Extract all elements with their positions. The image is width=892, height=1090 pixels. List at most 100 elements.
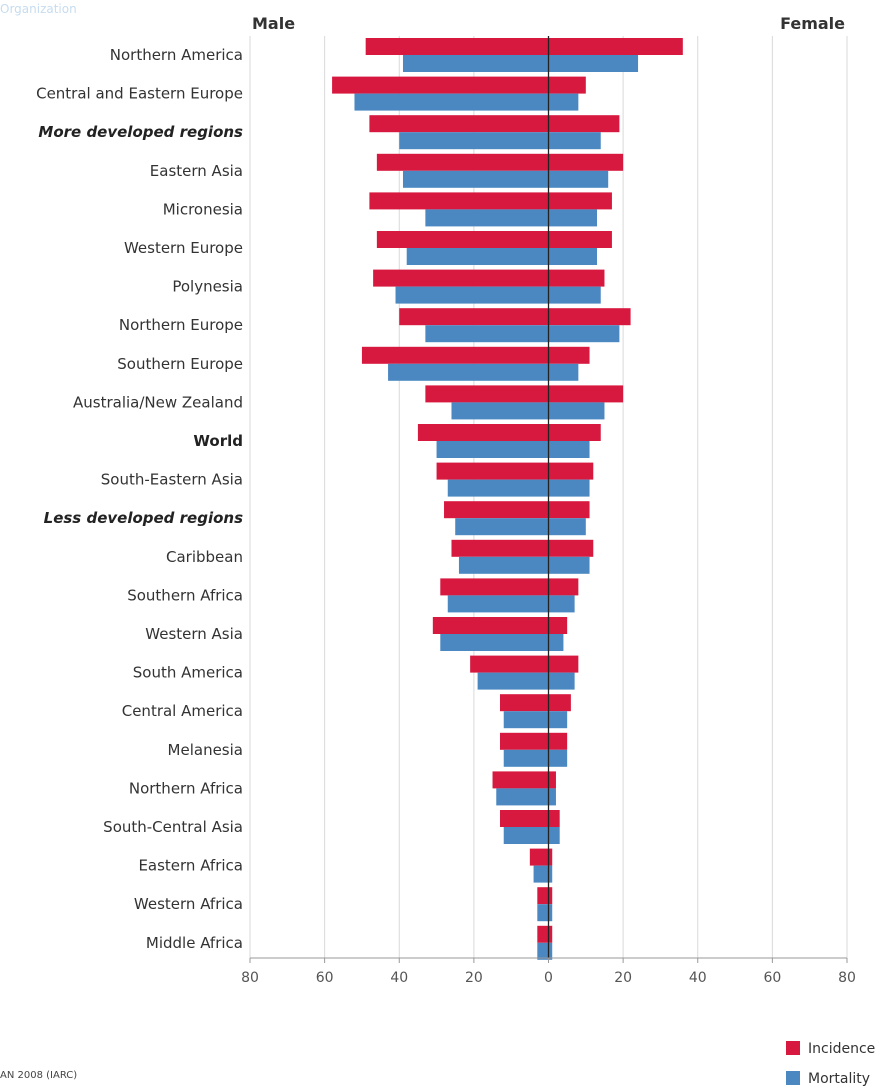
- bar-male-incidence: [376, 153, 549, 171]
- bar-female-mortality: [548, 209, 598, 227]
- bar-female-mortality: [548, 788, 556, 806]
- x-axis: 80 60 40 20 0 20 40 60 80: [241, 957, 856, 986]
- x-tick-label: 40: [390, 970, 408, 986]
- bar-female-incidence: [548, 308, 631, 326]
- bar-female-incidence: [548, 153, 624, 171]
- bar-female-mortality: [548, 248, 598, 265]
- bar-male-incidence: [537, 887, 549, 905]
- x-tick-label: 80: [241, 970, 259, 986]
- bar-male-mortality: [503, 749, 549, 767]
- category-label: World: [193, 432, 243, 450]
- category-label: Southern Africa: [127, 586, 243, 604]
- organization-text: Organization: [0, 2, 77, 16]
- bar-female-incidence: [548, 578, 579, 596]
- bar-female-mortality: [548, 518, 586, 536]
- bar-female-mortality: [548, 55, 639, 72]
- bar-male-incidence: [529, 848, 549, 866]
- bar-male-mortality: [455, 518, 549, 536]
- bar-male-mortality: [402, 170, 549, 188]
- bar-male-incidence: [417, 424, 549, 441]
- x-tick-label: 60: [763, 970, 781, 986]
- category-label: Western Asia: [145, 625, 243, 643]
- source-text: AN 2008 (IARC): [0, 1070, 77, 1081]
- category-label: Central and Eastern Europe: [36, 85, 243, 103]
- category-label: Caribbean: [166, 548, 243, 566]
- legend-label: Mortality: [808, 1071, 870, 1087]
- bar-male-incidence: [440, 578, 549, 596]
- bar-female-incidence: [548, 848, 553, 866]
- category-label: Western Africa: [134, 895, 243, 913]
- category-label: South America: [133, 664, 243, 682]
- bar-male-incidence: [499, 732, 549, 750]
- bar-female-incidence: [548, 192, 612, 210]
- legend: Incidence Mortality: [786, 1041, 875, 1087]
- bar-female-mortality: [548, 634, 564, 651]
- bar-male-incidence: [444, 501, 549, 519]
- x-tick-label: 80: [838, 970, 856, 986]
- bar-female-incidence: [548, 925, 553, 943]
- bar-male-mortality: [537, 942, 549, 960]
- bar-male-mortality: [436, 441, 549, 458]
- bar-male-incidence: [492, 771, 549, 789]
- bar-male-incidence: [436, 462, 549, 480]
- bar-female-incidence: [548, 501, 590, 519]
- x-tick-label: 20: [614, 970, 632, 986]
- bar-female-incidence: [548, 771, 556, 789]
- bar-female-mortality: [548, 672, 575, 690]
- bar-female-incidence: [548, 269, 605, 287]
- bar-male-mortality: [496, 788, 549, 806]
- bar-male-incidence: [369, 192, 549, 210]
- category-label: South-Central Asia: [103, 818, 243, 836]
- category-label: Northern Africa: [129, 779, 243, 797]
- bar-female-incidence: [548, 231, 612, 248]
- bar-male-mortality: [503, 827, 549, 844]
- bar-female-mortality: [548, 827, 560, 844]
- bar-male-incidence: [373, 269, 549, 287]
- bar-male-mortality: [447, 595, 549, 613]
- bar-female-incidence: [548, 539, 594, 557]
- bars: [332, 36, 683, 960]
- bar-male-mortality: [477, 672, 549, 690]
- bar-female-mortality: [548, 942, 553, 960]
- bar-male-incidence: [376, 231, 549, 248]
- bar-female-incidence: [548, 38, 683, 55]
- bar-male-incidence: [499, 694, 549, 712]
- bar-male-mortality: [425, 209, 549, 227]
- bar-female-incidence: [548, 655, 579, 673]
- bar-female-mortality: [548, 363, 579, 381]
- bar-female-incidence: [548, 346, 590, 364]
- legend-swatch: [786, 1071, 800, 1085]
- bar-male-mortality: [395, 286, 549, 304]
- bar-male-mortality: [447, 479, 549, 497]
- bar-female-incidence: [548, 887, 553, 905]
- bar-female-incidence: [548, 617, 568, 634]
- grid-lines: [249, 36, 848, 958]
- bar-female-incidence: [548, 462, 594, 480]
- category-label: Northern America: [110, 46, 243, 64]
- category-label: Middle Africa: [146, 934, 243, 952]
- bar-male-incidence: [369, 115, 549, 133]
- bar-female-incidence: [548, 732, 568, 750]
- category-label: Polynesia: [172, 278, 243, 296]
- bar-female-incidence: [548, 385, 624, 403]
- category-label: Western Europe: [124, 239, 243, 257]
- x-tick-label: 20: [465, 970, 483, 986]
- bar-male-mortality: [503, 711, 549, 729]
- category-label: More developed regions: [38, 123, 243, 141]
- bar-male-mortality: [440, 634, 549, 651]
- bar-female-mortality: [548, 441, 590, 458]
- bar-male-incidence: [470, 655, 549, 673]
- female-side-label: Female: [780, 14, 845, 33]
- category-label: Southern Europe: [117, 355, 243, 373]
- bar-male-mortality: [533, 865, 549, 883]
- bar-female-mortality: [548, 132, 601, 150]
- bar-female-mortality: [548, 711, 568, 729]
- bar-male-mortality: [451, 402, 549, 420]
- category-label: Less developed regions: [44, 509, 243, 527]
- bar-male-incidence: [361, 346, 549, 364]
- legend-label: Incidence: [808, 1041, 875, 1057]
- bar-male-mortality: [458, 556, 549, 574]
- x-tick-label: 0: [544, 970, 553, 986]
- bar-female-mortality: [548, 904, 553, 922]
